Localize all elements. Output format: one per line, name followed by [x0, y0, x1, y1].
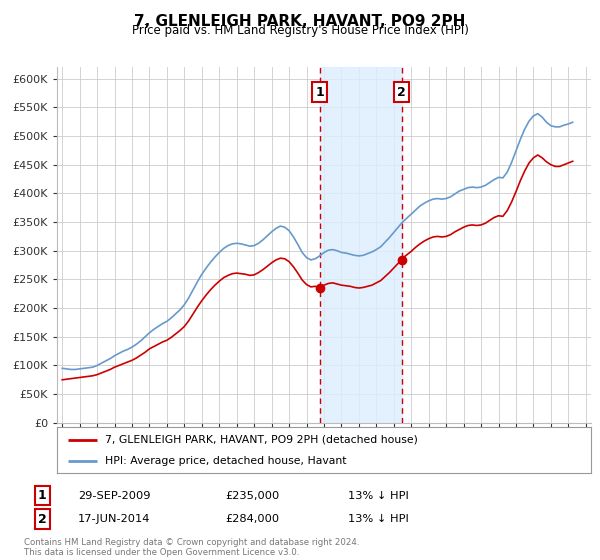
Text: £284,000: £284,000: [225, 514, 279, 524]
Text: Contains HM Land Registry data © Crown copyright and database right 2024.: Contains HM Land Registry data © Crown c…: [24, 538, 359, 547]
Text: Price paid vs. HM Land Registry's House Price Index (HPI): Price paid vs. HM Land Registry's House …: [131, 24, 469, 37]
Text: 7, GLENLEIGH PARK, HAVANT, PO9 2PH (detached house): 7, GLENLEIGH PARK, HAVANT, PO9 2PH (deta…: [105, 435, 418, 445]
Text: This data is licensed under the Open Government Licence v3.0.: This data is licensed under the Open Gov…: [24, 548, 299, 557]
Bar: [320, 67, 402, 423]
Text: 7, GLENLEIGH PARK, HAVANT, PO9 2PH: 7, GLENLEIGH PARK, HAVANT, PO9 2PH: [134, 14, 466, 29]
Text: 2: 2: [397, 86, 406, 99]
Text: 13% ↓ HPI: 13% ↓ HPI: [347, 514, 409, 524]
Text: £235,000: £235,000: [225, 491, 279, 501]
Text: HPI: Average price, detached house, Havant: HPI: Average price, detached house, Hava…: [105, 456, 347, 466]
Text: 1: 1: [315, 86, 324, 99]
Text: 29-SEP-2009: 29-SEP-2009: [78, 491, 150, 501]
Text: 17-JUN-2014: 17-JUN-2014: [78, 514, 150, 524]
Text: 13% ↓ HPI: 13% ↓ HPI: [347, 491, 409, 501]
Text: 2: 2: [38, 512, 46, 526]
Text: 1: 1: [38, 489, 46, 502]
